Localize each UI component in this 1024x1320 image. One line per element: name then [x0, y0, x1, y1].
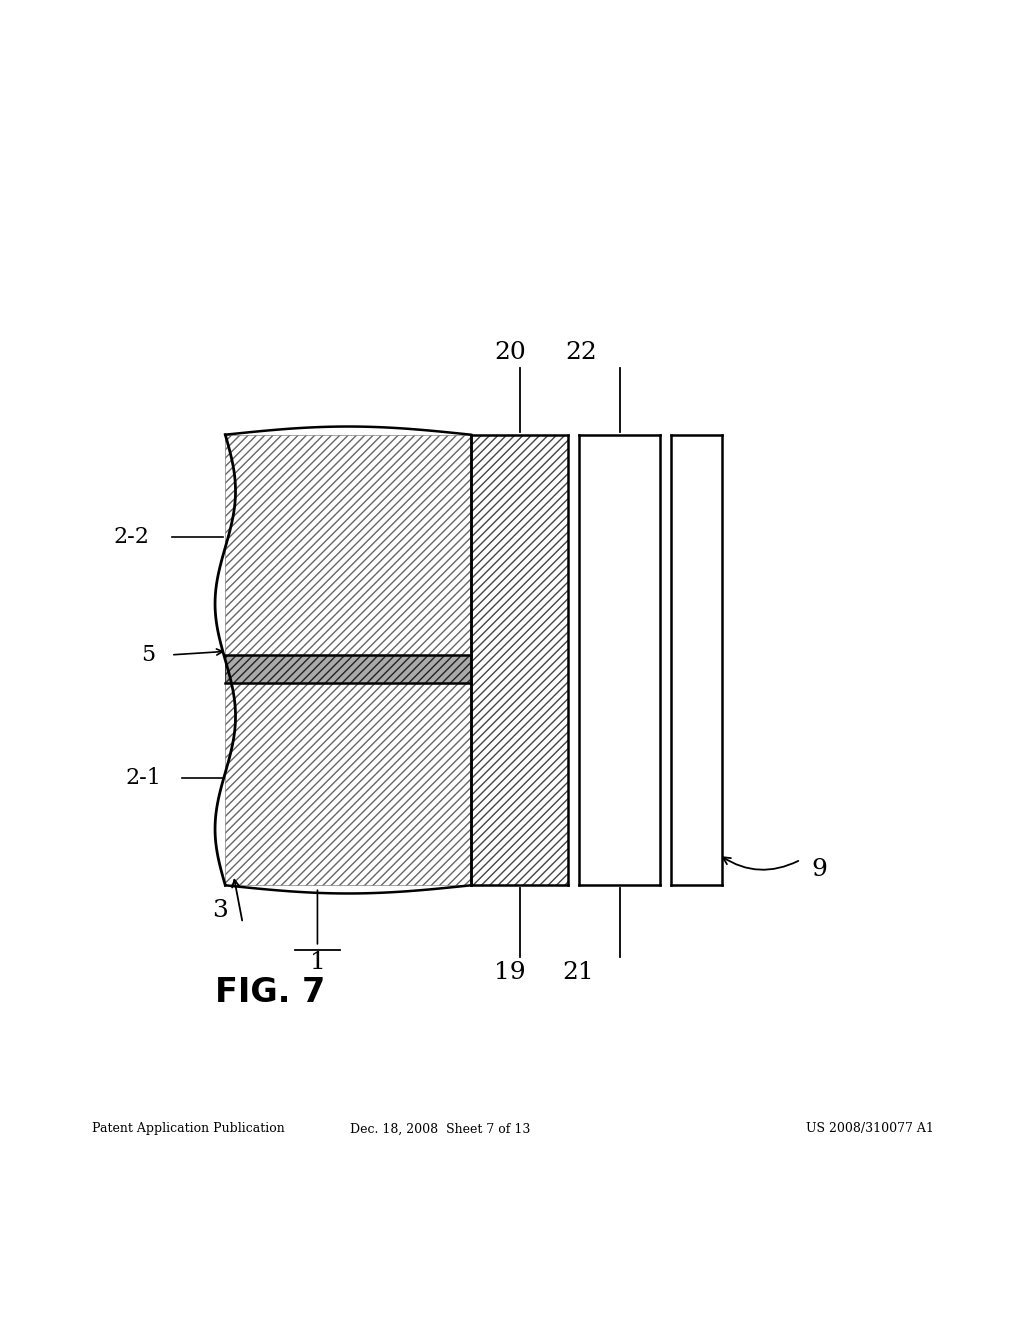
Text: Patent Application Publication: Patent Application Publication — [92, 1122, 285, 1135]
Text: 2-1: 2-1 — [125, 767, 162, 789]
Text: 5: 5 — [141, 644, 156, 665]
Polygon shape — [471, 434, 568, 886]
Text: 2-2: 2-2 — [113, 527, 150, 548]
Text: 22: 22 — [565, 342, 598, 364]
Text: US 2008/310077 A1: US 2008/310077 A1 — [807, 1122, 934, 1135]
Text: 20: 20 — [494, 342, 526, 364]
Polygon shape — [671, 434, 722, 886]
Polygon shape — [225, 682, 471, 886]
Text: 1: 1 — [309, 950, 326, 974]
Text: Dec. 18, 2008  Sheet 7 of 13: Dec. 18, 2008 Sheet 7 of 13 — [350, 1122, 530, 1135]
Polygon shape — [225, 655, 471, 682]
Polygon shape — [579, 434, 660, 886]
Polygon shape — [225, 434, 471, 655]
Text: 9: 9 — [811, 858, 827, 882]
Text: FIG. 7: FIG. 7 — [215, 977, 326, 1010]
Text: 19: 19 — [495, 961, 525, 983]
Text: 3: 3 — [212, 899, 228, 923]
Text: 21: 21 — [563, 961, 594, 983]
